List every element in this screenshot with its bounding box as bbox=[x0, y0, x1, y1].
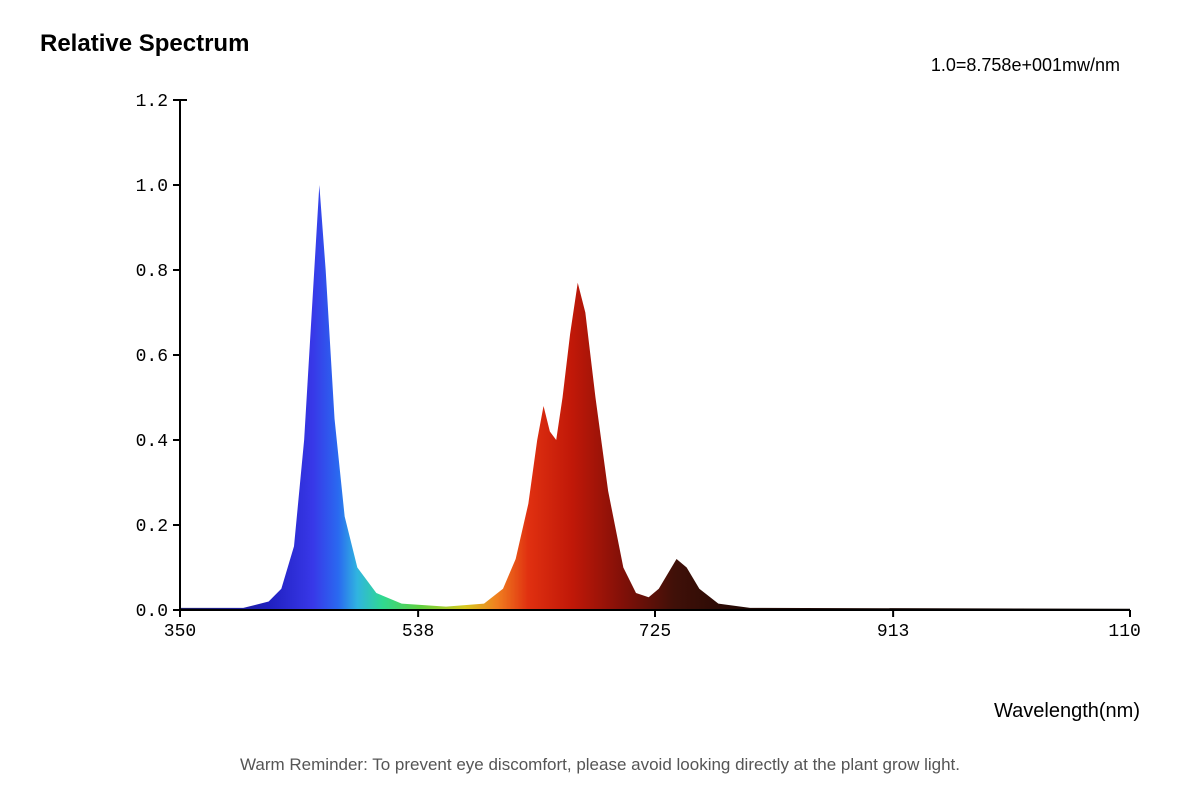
y-tick-label: 0.2 bbox=[136, 517, 168, 537]
x-axis-label: Wavelength(nm) bbox=[994, 700, 1140, 723]
chart-title: Relative Spectrum bbox=[40, 30, 249, 58]
y-tick-label: 0.0 bbox=[136, 602, 168, 622]
x-tick-label: 1100 bbox=[1108, 622, 1140, 642]
chart-annotation: 1.0=8.758e+001mw/nm bbox=[931, 55, 1120, 76]
y-tick-label: 1.2 bbox=[136, 92, 168, 112]
y-tick-label: 0.4 bbox=[136, 432, 168, 452]
spectrum-chart: 0.0 0.2 0.4 0.6 0.8 1.0 1.2 350 538 725 913 1100 bbox=[130, 90, 1140, 650]
x-tick-label: 725 bbox=[639, 622, 671, 642]
x-tick-label: 538 bbox=[402, 622, 434, 642]
spectrum-area bbox=[180, 185, 1130, 610]
x-tick-label: 913 bbox=[877, 622, 909, 642]
y-tick-label: 1.0 bbox=[136, 177, 168, 197]
x-tick-label: 350 bbox=[164, 622, 196, 642]
y-tick-label: 0.8 bbox=[136, 262, 168, 282]
footer-reminder: Warm Reminder: To prevent eye discomfort… bbox=[0, 755, 1200, 775]
y-tick-label: 0.6 bbox=[136, 347, 168, 367]
